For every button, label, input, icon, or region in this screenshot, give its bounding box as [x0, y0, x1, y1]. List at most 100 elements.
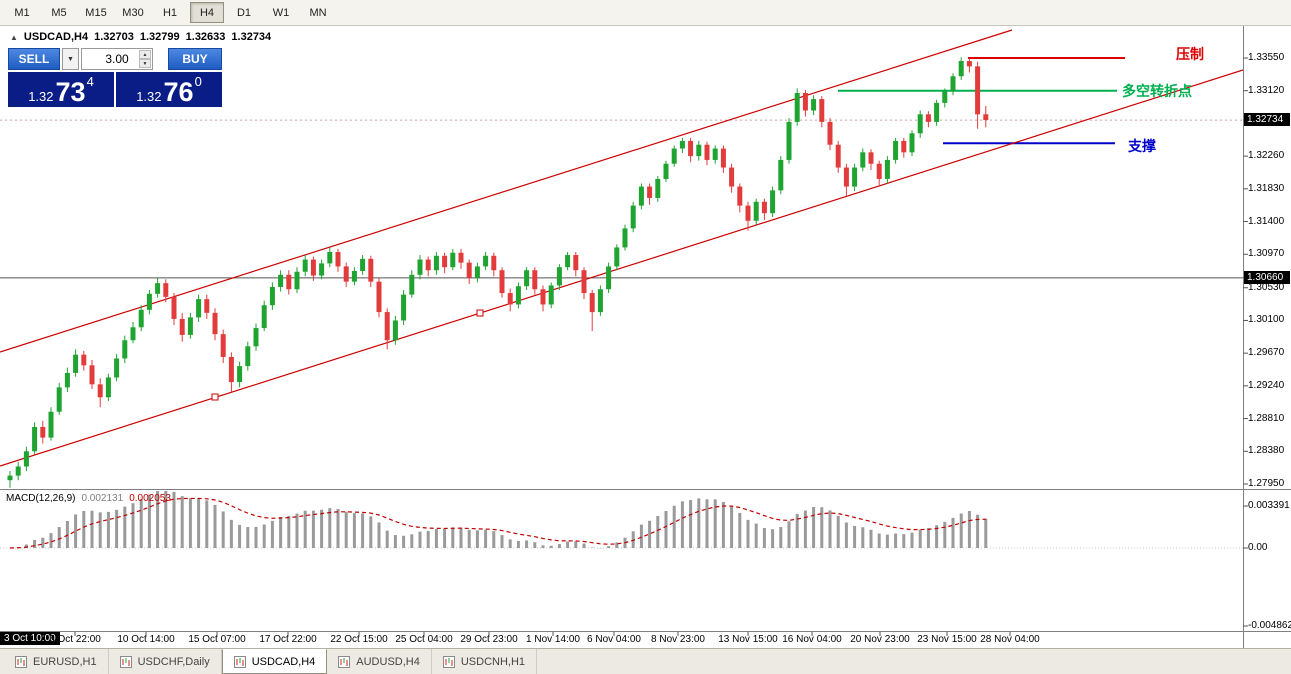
buy-button[interactable]: BUY	[168, 48, 222, 70]
trendline-handle[interactable]	[476, 309, 484, 317]
candle-body	[409, 274, 415, 295]
candle-body	[548, 285, 554, 305]
macd-indicator-label: MACD(12,26,9) 0.002131 0.002053	[6, 493, 171, 504]
candle-body	[565, 255, 571, 268]
tab-usdcnh-h1[interactable]: USDCNH,H1	[432, 649, 538, 674]
candle-body	[925, 114, 931, 122]
chevron-down-icon: ▼	[67, 55, 74, 63]
candle-body	[442, 255, 448, 268]
time-axis-label: 5 Oct 22:00	[49, 634, 101, 645]
timeframe-button-h1[interactable]: H1	[162, 6, 178, 19]
candle-body	[278, 274, 284, 287]
timeframe-button-m1[interactable]: M1	[14, 6, 30, 19]
candle-body	[614, 247, 620, 267]
candle-body	[163, 283, 169, 297]
candle-body	[819, 99, 825, 122]
symbol-marker-icon: ▲	[10, 32, 18, 42]
candle-body	[704, 144, 710, 160]
time-axis-label: 16 Nov 04:00	[782, 634, 842, 645]
price-axis-label: 1.33550	[1248, 52, 1285, 63]
time-axis[interactable]: 3 Oct 10:00 5 Oct 22:00 10 Oct 14:00 15 Oc…	[0, 632, 1243, 648]
candle-body	[589, 293, 595, 313]
candle-body	[556, 267, 562, 286]
sell-button[interactable]: SELL	[8, 48, 60, 70]
tab-usdchf-daily[interactable]: USDCHF,Daily	[109, 649, 222, 674]
candle-body	[122, 340, 128, 359]
price-axis-label: 1.28810	[1248, 412, 1285, 424]
mini-chart-icon	[233, 655, 246, 668]
timeframe-button-w1[interactable]: W1	[272, 6, 290, 19]
tab-usdcad-h4[interactable]: USDCAD,H4	[221, 649, 328, 674]
candle-body	[901, 140, 907, 153]
candle-body	[696, 144, 702, 157]
time-axis-label: 20 Nov 23:00	[850, 634, 910, 645]
timeframe-button-m5[interactable]: M5	[51, 6, 67, 19]
price-axis-label: 1.29240	[1248, 379, 1285, 391]
macd-axis-label: 0.00	[1248, 542, 1268, 553]
trade-panel-prices: 1.32 73 4 1.32 76 0	[8, 72, 222, 107]
candle-body	[761, 201, 767, 214]
candle-body	[983, 114, 989, 121]
price-axis-box-bid: 1.32734	[1244, 113, 1290, 127]
buy-price-display[interactable]: 1.32 76 0	[116, 72, 222, 107]
time-axis-start-box: 3 Oct 10:00	[0, 632, 60, 645]
candle-body	[499, 270, 505, 294]
volume-stepper: ▲ ▼	[139, 50, 151, 68]
order-options-dropdown[interactable]: ▼	[62, 48, 79, 70]
macd-name: MACD(12,26,9)	[6, 493, 76, 504]
time-axis-label: 1 Nov 14:00	[526, 634, 580, 645]
candle-body	[294, 271, 300, 290]
candle-body	[450, 252, 456, 268]
volume-input[interactable]: 3.00 ▲ ▼	[81, 48, 153, 70]
time-axis-label: 15 Oct 07:00	[188, 634, 246, 645]
candle-body	[688, 140, 694, 157]
quote-low: 1.32633	[185, 31, 226, 43]
tab-label: USDCNH,H1	[460, 655, 526, 668]
tab-audusd-h4[interactable]: AUDUSD,H4	[327, 649, 432, 674]
candle-body	[310, 259, 316, 276]
candle-body	[48, 411, 54, 438]
candle-body	[417, 259, 423, 275]
timeframe-button-h4[interactable]: H4	[190, 2, 224, 23]
sell-price-display[interactable]: 1.32 73 4	[8, 72, 114, 107]
quote-high: 1.32799	[139, 31, 180, 43]
sell-price-pips: 73	[55, 76, 86, 107]
quote-symbol: USDCAD,H4	[23, 31, 89, 43]
price-axis[interactable]: 1.33550 1.33120 1.32260 1.31830 1.31400 1.309…	[1244, 0, 1291, 648]
candle-body	[360, 258, 366, 271]
timeframe-button-m15[interactable]: M15	[85, 6, 107, 19]
volume-decrease-button[interactable]: ▼	[139, 59, 151, 68]
channel-upper-line[interactable]	[0, 29, 1013, 353]
candle-body	[196, 299, 202, 318]
mini-chart-icon	[442, 655, 455, 668]
channel-lower-line[interactable]	[0, 69, 1243, 467]
time-axis-label: 29 Oct 23:00	[460, 634, 518, 645]
candle-body	[778, 159, 784, 191]
candle-body	[97, 384, 103, 398]
candle-body	[581, 270, 587, 294]
timeframe-button-mn[interactable]: MN	[309, 6, 327, 19]
timeframe-button-d1[interactable]: D1	[236, 6, 252, 19]
candle-body	[647, 186, 653, 198]
candle-body	[573, 255, 579, 271]
candle-body	[335, 251, 341, 267]
candle-body	[105, 377, 111, 398]
time-axis-label: 8 Nov 23:00	[651, 634, 705, 645]
price-axis-label: 1.27950	[1248, 477, 1285, 489]
tab-eurusd-h1[interactable]: EURUSD,H1	[4, 649, 109, 674]
timeframe-button-m30[interactable]: M30	[122, 6, 144, 19]
candle-body	[917, 114, 923, 134]
candle-body	[474, 266, 480, 278]
volume-increase-button[interactable]: ▲	[139, 50, 151, 59]
trendline-handle[interactable]	[211, 393, 219, 401]
mini-chart-icon	[338, 655, 351, 668]
candle-body	[253, 328, 259, 347]
candle-body	[368, 258, 374, 282]
candle-body	[343, 266, 349, 282]
candle-body	[212, 312, 218, 335]
candle-body	[802, 92, 808, 111]
price-axis-label: 1.30970	[1248, 248, 1285, 260]
time-axis-label: 13 Nov 15:00	[718, 634, 778, 645]
candle-body	[384, 312, 390, 341]
